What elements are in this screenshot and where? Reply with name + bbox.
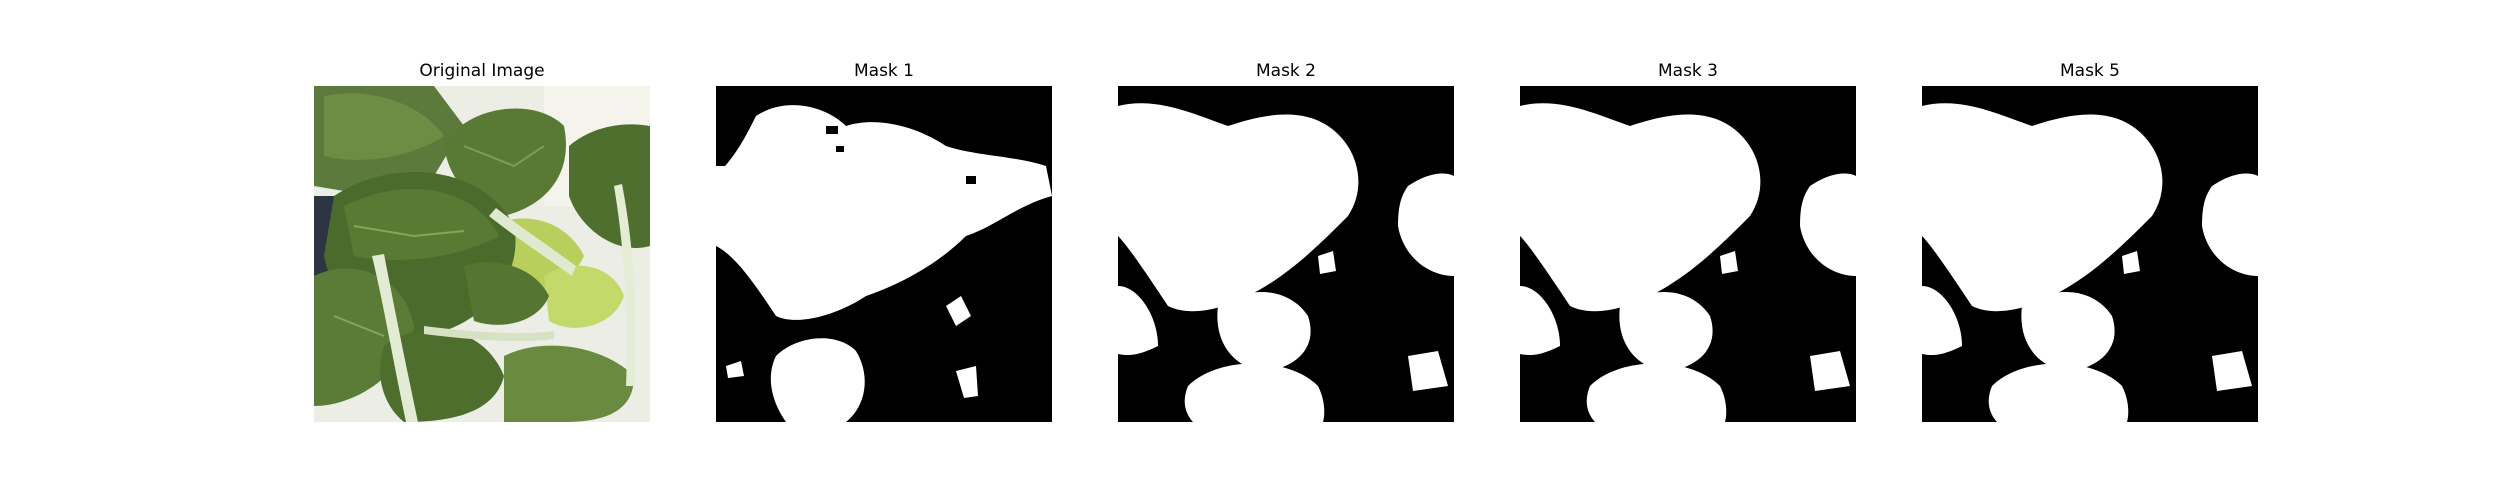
mask-1 [716, 86, 1052, 422]
panel-mask-1: Mask 1 [716, 60, 1052, 422]
mask-2 [1118, 86, 1454, 422]
mask-1-image [716, 86, 1052, 422]
mask-2-image [1118, 86, 1454, 422]
panel-title-mask-2: Mask 2 [1255, 61, 1316, 81]
panel-mask-5: Mask 5 [1922, 60, 2258, 422]
panel-mask-2: Mask 2 [1118, 60, 1454, 422]
panel-title-mask-5: Mask 5 [2059, 61, 2120, 81]
mask-3 [1520, 86, 1856, 422]
panel-title-mask-1: Mask 1 [853, 61, 914, 81]
panel-title-mask-3: Mask 3 [1657, 61, 1718, 81]
panel-mask-3: Mask 3 [1520, 60, 1856, 422]
panel-title-original-image: Original Image [419, 61, 545, 81]
original-image [314, 86, 650, 422]
panel-original-image: Original Image [314, 60, 650, 422]
mask-3-image [1520, 86, 1856, 422]
mask-5 [1922, 86, 2258, 422]
bok-choy-photo [314, 86, 650, 422]
mask-5-image [1922, 86, 2258, 422]
